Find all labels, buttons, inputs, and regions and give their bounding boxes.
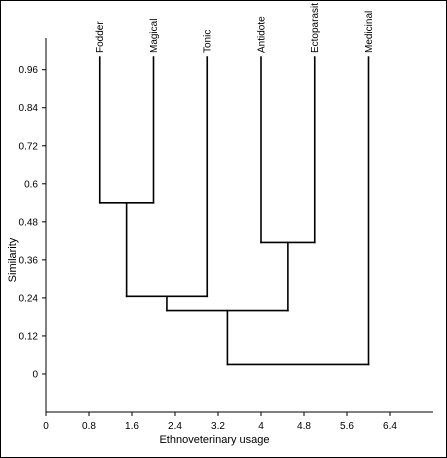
leaf-label: Medicinal xyxy=(364,11,375,53)
x-ticks: 0 0.8 1.6 2.4 3.2 4 4.8 5.6 6.4 xyxy=(43,412,397,432)
x-tick-label: 4.8 xyxy=(297,421,311,432)
y-tick-label: 0.12 xyxy=(19,331,39,342)
y-ticks: 0 0.12 0.24 0.36 0.48 0.6 0.72 0.84 0.96 xyxy=(19,65,46,380)
x-axis-label: Ethnoveterinary usage xyxy=(159,434,269,446)
y-tick-label: 0.24 xyxy=(19,293,39,304)
y-tick-label: 0 xyxy=(32,369,38,380)
dendrogram-branches xyxy=(98,56,370,366)
y-tick-label: 0.84 xyxy=(19,103,39,114)
leaf-label: Ectoparasit xyxy=(310,3,321,53)
y-axis-label: Similarity xyxy=(7,237,19,282)
x-tick-label: 6.4 xyxy=(383,421,397,432)
x-tick-label: 0.8 xyxy=(82,421,96,432)
y-tick-label: 0.96 xyxy=(19,65,39,76)
leaf-label: Fodder xyxy=(95,21,106,53)
leaf-labels: Fodder Magical Tonic Antidote Ectoparasit Med… xyxy=(95,3,375,53)
x-tick-label: 0 xyxy=(43,421,49,432)
x-tick-label: 5.6 xyxy=(340,421,354,432)
leaf-label: Antidote xyxy=(257,16,268,53)
y-tick-label: 0.6 xyxy=(24,179,38,190)
y-tick-label: 0.36 xyxy=(19,255,39,266)
x-tick-label: 3.2 xyxy=(211,421,225,432)
leaf-label: Magical xyxy=(149,19,160,53)
x-tick-label: 1.6 xyxy=(125,421,139,432)
x-tick-label: 4 xyxy=(258,421,264,432)
y-tick-label: 0.48 xyxy=(19,217,39,228)
x-tick-label: 2.4 xyxy=(168,421,182,432)
y-tick-label: 0.72 xyxy=(19,141,39,152)
leaf-label: Tonic xyxy=(203,30,214,53)
